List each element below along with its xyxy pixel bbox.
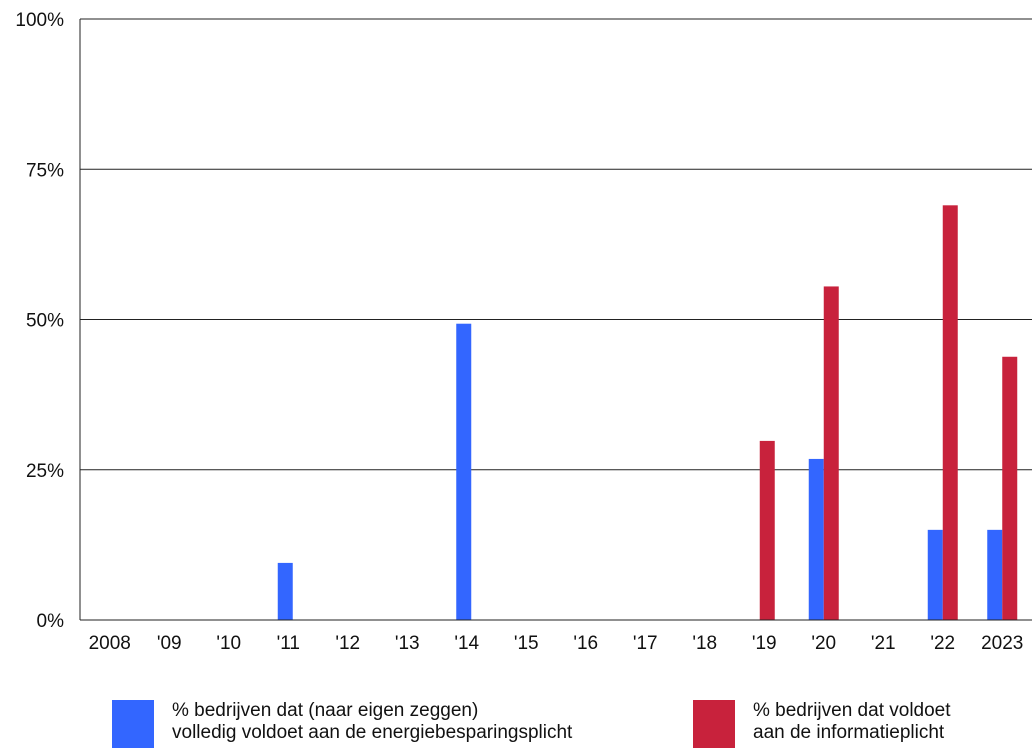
- x-tick-label: '20: [811, 633, 836, 654]
- x-axis-ticks: 2008 '09 '10 '11 '12 '13 '14 '15 '16 '17 '18 '19 '20…: [89, 633, 1024, 654]
- bar-series-2: [823, 286, 839, 620]
- bar-series-2: [942, 205, 958, 620]
- x-tick-label: '21: [871, 633, 896, 654]
- y-tick-label: 50%: [26, 311, 64, 332]
- bar-series-2: [759, 440, 775, 620]
- x-tick-label: '16: [573, 633, 598, 654]
- x-tick-label: '12: [335, 633, 360, 654]
- legend-label-line: aan de informatieplicht: [753, 722, 945, 743]
- bar-series-1: [456, 323, 472, 620]
- x-tick-label: 2023: [981, 633, 1023, 654]
- legend-label-series-2: % bedrijven dat voldoet aan de informati…: [753, 700, 951, 744]
- x-tick-label: '18: [692, 633, 717, 654]
- y-tick-label: 25%: [26, 461, 64, 482]
- bar-series-1: [277, 562, 293, 620]
- bar-series-2: [1002, 356, 1018, 620]
- legend-swatch-series-2: [693, 700, 735, 748]
- x-tick-label: '13: [395, 633, 420, 654]
- bar-series-1: [808, 458, 824, 620]
- bars: [277, 205, 1018, 620]
- x-tick-label: '11: [277, 633, 300, 654]
- legend-swatch-series-1: [112, 700, 154, 748]
- legend-label-line: % bedrijven dat voldoet: [753, 700, 951, 721]
- x-tick-label: 2008: [89, 633, 131, 654]
- y-tick-label: 75%: [26, 160, 64, 181]
- x-tick-label: '22: [930, 633, 955, 654]
- x-tick-label: '17: [633, 633, 658, 654]
- x-tick-label: '14: [454, 633, 479, 654]
- gridlines: [80, 18, 1032, 471]
- x-tick-label: '15: [514, 633, 539, 654]
- legend-label-series-1: % bedrijven dat (naar eigen zeggen) voll…: [172, 700, 572, 744]
- legend-label-line: % bedrijven dat (naar eigen zeggen): [172, 700, 479, 721]
- y-tick-label: 100%: [15, 10, 64, 31]
- axes: [79, 19, 1032, 621]
- bar-chart: 0% 25% 50% 75% 100% 2008 '09 '10 '11 '12 '13 '14 '1…: [15, 10, 1032, 654]
- x-tick-label: '10: [216, 633, 241, 654]
- x-tick-label: '19: [752, 633, 777, 654]
- bar-series-1: [987, 529, 1003, 620]
- bar-series-1: [927, 529, 943, 620]
- legend-item-series-2: % bedrijven dat voldoet aan de informati…: [693, 700, 951, 748]
- x-tick-label: '09: [157, 633, 182, 654]
- y-tick-label: 0%: [37, 611, 65, 632]
- legend-label-line: volledig voldoet aan de energiebesparing…: [172, 722, 573, 743]
- y-axis-ticks: 0% 25% 50% 75% 100%: [15, 10, 64, 632]
- legend-item-series-1: % bedrijven dat (naar eigen zeggen) voll…: [112, 700, 572, 748]
